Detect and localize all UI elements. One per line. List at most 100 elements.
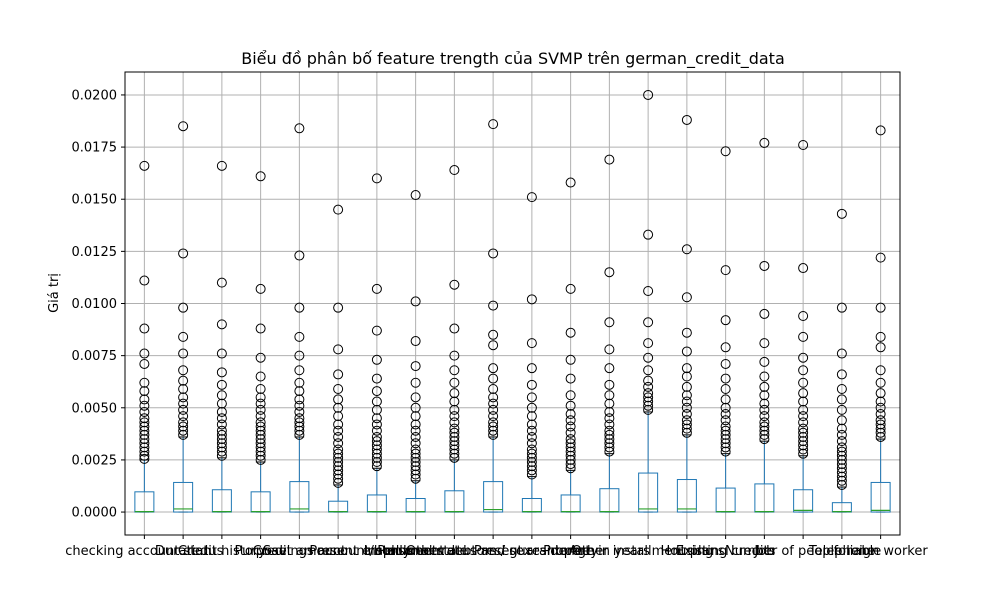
outlier-point [371, 457, 382, 468]
outlier-point [294, 425, 305, 436]
outlier-point [604, 390, 615, 401]
outlier-point [488, 300, 499, 311]
outlier-point [333, 411, 344, 422]
outlier-point [371, 325, 382, 336]
outlier-point [875, 342, 886, 353]
box-group [173, 121, 194, 513]
outlier-point [565, 373, 576, 384]
outlier-point [836, 475, 847, 486]
outlier-point [216, 277, 227, 288]
outlier-point [604, 398, 615, 409]
outlier-point [178, 417, 189, 428]
outlier-point [488, 363, 499, 374]
outlier-point [255, 283, 266, 294]
outlier-point [875, 302, 886, 313]
outlier-point [604, 442, 615, 453]
outlier-point [410, 452, 421, 463]
outlier-point [798, 440, 809, 451]
outlier-point [604, 379, 615, 390]
outlier-point [139, 413, 150, 424]
outlier-point [216, 429, 227, 440]
outlier-point [759, 425, 770, 436]
outlier-point [139, 348, 150, 359]
y-tick-label: 0.0025 [72, 453, 118, 468]
outlier-point [410, 465, 421, 476]
outlier-point [604, 267, 615, 278]
outlier-point [798, 431, 809, 442]
outlier-point [449, 427, 460, 438]
outlier-point [759, 421, 770, 432]
outlier-point [681, 390, 692, 401]
box-group [715, 146, 736, 513]
outlier-point [798, 396, 809, 407]
outlier-point [488, 398, 499, 409]
outlier-point [449, 388, 460, 399]
outlier-point [526, 425, 537, 436]
outlier-point [798, 352, 809, 363]
outlier-point [798, 311, 809, 322]
outlier-point [178, 348, 189, 359]
outlier-point [875, 331, 886, 342]
outlier-point [759, 417, 770, 428]
outlier-point [216, 390, 227, 401]
outlier-point [720, 446, 731, 457]
outlier-point [294, 386, 305, 397]
outlier-point [565, 442, 576, 453]
outlier-point [565, 354, 576, 365]
x-tick-label: Installment rate [364, 544, 468, 559]
box-group [134, 160, 155, 513]
outlier-point [720, 358, 731, 369]
outlier-point [488, 248, 499, 259]
outlier-point [526, 448, 537, 459]
chart-title: Biểu đồ phân bố feature trength của SVMP… [241, 49, 785, 69]
box-group [444, 165, 465, 513]
outlier-point [333, 425, 344, 436]
outlier-point [139, 450, 150, 461]
outlier-point [216, 434, 227, 445]
y-tick-label: 0.0100 [72, 297, 118, 312]
box-group [483, 119, 504, 513]
outlier-point [720, 394, 731, 405]
outlier-point [604, 363, 615, 374]
outlier-point [681, 381, 692, 392]
outlier-point [333, 344, 344, 355]
outlier-point [643, 317, 654, 328]
box-group [676, 114, 697, 513]
outlier-point [410, 438, 421, 449]
outlier-point [294, 417, 305, 428]
outlier-point [875, 365, 886, 376]
outlier-point [565, 450, 576, 461]
y-tick-label: 0.0125 [72, 245, 118, 260]
outlier-point [216, 379, 227, 390]
outlier-point [798, 331, 809, 342]
outlier-point [449, 431, 460, 442]
outlier-point [643, 352, 654, 363]
outlier-point [410, 469, 421, 480]
outlier-point [139, 275, 150, 286]
outlier-point [410, 473, 421, 484]
x-tick-label: Credit history [178, 544, 266, 559]
outlier-point [836, 348, 847, 359]
y-tick-label: 0.0000 [72, 506, 118, 521]
x-tick-label: Housing [660, 544, 713, 559]
outlier-point [526, 392, 537, 403]
outlier-point [604, 413, 615, 424]
outlier-point [333, 369, 344, 380]
outlier-point [216, 413, 227, 424]
box-group [870, 125, 891, 513]
outlier-point [565, 283, 576, 294]
outlier-point [643, 381, 654, 392]
x-tick-label: Credit amount [253, 544, 346, 559]
x-tick-label: Age in years [569, 544, 650, 559]
outlier-point [565, 454, 576, 465]
outlier-point [255, 417, 266, 428]
outlier-point [371, 436, 382, 447]
outlier-point [410, 392, 421, 403]
outlier-point [410, 448, 421, 459]
iqr-box [173, 481, 194, 513]
x-tick-label: Present residence [474, 544, 590, 559]
outlier-point [255, 371, 266, 382]
outlier-point [178, 384, 189, 395]
outlier-point [836, 459, 847, 470]
box-group [211, 160, 232, 513]
